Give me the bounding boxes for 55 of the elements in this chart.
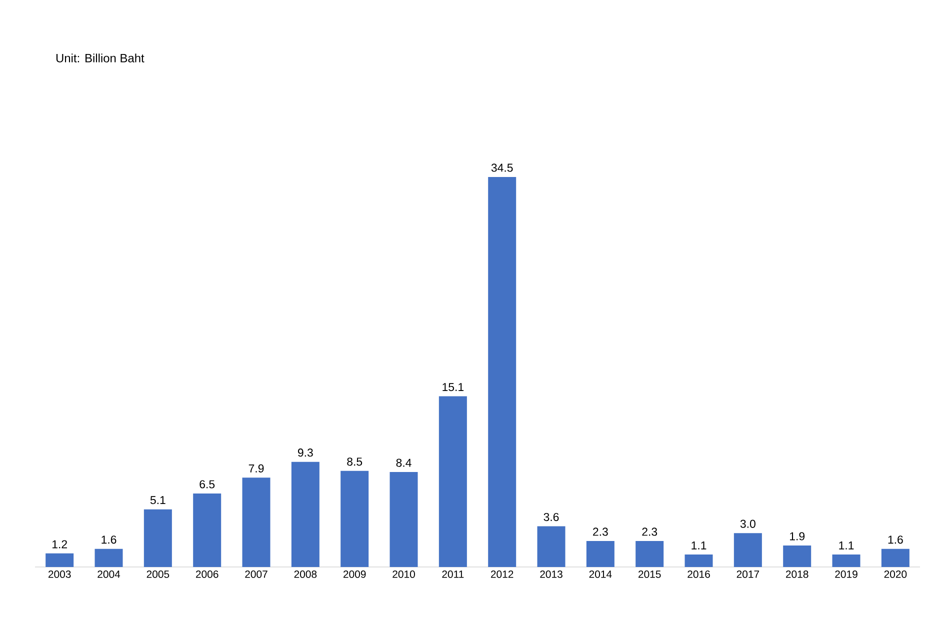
data-label: 8.5: [347, 458, 362, 466]
data-label: 1.6: [102, 536, 116, 544]
data-label: 15.1: [442, 383, 464, 392]
x-tick-label: 2003: [48, 570, 71, 578]
x-tick-label: 2006: [196, 570, 218, 578]
bar: [734, 533, 762, 567]
data-label: 5.1: [150, 496, 166, 504]
bar: [193, 494, 222, 567]
data-label: 3.6: [544, 512, 559, 522]
bar: [684, 554, 713, 567]
bar: [832, 554, 860, 567]
x-tick-label: 2008: [294, 570, 317, 578]
x-tick-label: 2013: [540, 570, 562, 578]
bar: [537, 526, 566, 567]
data-label: 3.0: [740, 520, 756, 528]
x-tick-label: 2016: [688, 570, 710, 578]
bar: [586, 540, 614, 567]
data-label: 7.9: [248, 464, 264, 472]
bar: [340, 470, 369, 567]
x-tick-label: 2019: [835, 570, 858, 578]
x-tick-label: 2017: [736, 570, 760, 578]
data-label: 1.2: [52, 540, 67, 548]
data-label: 9.3: [298, 448, 313, 457]
bar: [94, 548, 123, 567]
bar: [881, 548, 910, 567]
bar: [783, 546, 812, 567]
data-label: 6.5: [200, 480, 215, 488]
data-label: 2.3: [642, 528, 658, 536]
x-tick-label: 2014: [589, 570, 612, 578]
data-label: 2.3: [593, 528, 608, 536]
data-label: 1.6: [888, 536, 903, 544]
data-label: 34.5: [491, 164, 513, 172]
bar: [438, 396, 467, 567]
bar: [291, 462, 320, 567]
x-tick-label: 2011: [442, 570, 464, 578]
x-tick-label: 2005: [146, 570, 170, 578]
bar: [46, 553, 74, 567]
bar: [390, 472, 418, 567]
bar: [488, 176, 516, 567]
x-tick-label: 2007: [245, 570, 268, 578]
x-tick-label: 2020: [884, 570, 907, 578]
bar: [144, 509, 172, 567]
data-label: 1.1: [692, 541, 706, 550]
bar: [636, 540, 664, 567]
x-tick-label: 2004: [98, 570, 120, 578]
data-label: 1.1: [839, 541, 854, 550]
data-label: 1.9: [790, 532, 805, 540]
x-tick-label: 2015: [638, 570, 661, 578]
data-label: 8.4: [396, 458, 412, 467]
text: Unit: Billion Baht: [56, 54, 144, 62]
x-tick-label: 2012: [490, 570, 514, 578]
bar: [242, 478, 270, 567]
x-tick-label: 2010: [392, 570, 415, 578]
x-tick-label: 2009: [343, 570, 366, 578]
x-tick-label: 2018: [786, 570, 808, 578]
